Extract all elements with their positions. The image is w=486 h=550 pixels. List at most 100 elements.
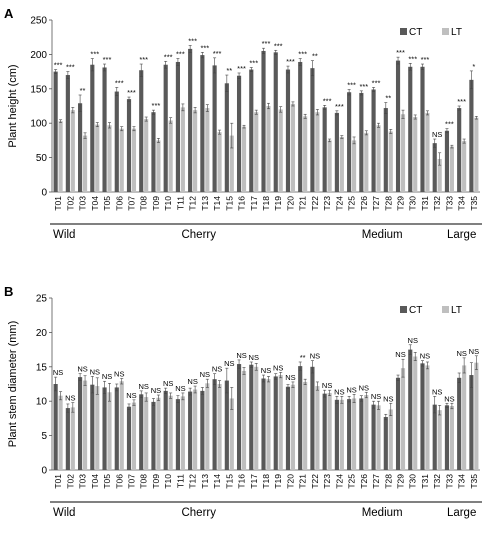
bar-ct (359, 398, 364, 470)
bar-lt (339, 399, 344, 470)
x-tick-label: T30 (408, 474, 418, 489)
x-tick-label: T11 (175, 474, 185, 488)
bar-ct (261, 378, 266, 470)
significance-label: *** (139, 55, 148, 64)
bar-lt (131, 402, 137, 470)
x-tick-label: T13 (200, 196, 210, 211)
significance-label: NS (102, 372, 112, 381)
significance-label: *** (115, 78, 124, 87)
panel-letter: A (4, 6, 14, 21)
bar-lt (352, 398, 357, 470)
y-tick-label: 25 (36, 294, 48, 305)
significance-label: *** (457, 97, 466, 106)
x-tick-label: T32 (432, 196, 442, 211)
bar-lt (413, 356, 418, 470)
bar-lt (156, 140, 161, 192)
bar-lt (180, 107, 185, 192)
significance-label: NS (249, 353, 259, 362)
significance-label: NS (139, 382, 149, 391)
x-tick-label: T28 (383, 196, 393, 211)
significance-label: *** (262, 39, 271, 48)
significance-label: *** (421, 55, 430, 64)
x-tick-label: T14 (212, 196, 222, 211)
x-tick-label: T16 (237, 474, 247, 489)
significance-label: NS (432, 387, 442, 396)
bar-ct (151, 112, 156, 192)
group-label: Cherry (181, 229, 216, 241)
bar-ct (200, 55, 205, 193)
bar-lt (156, 397, 161, 470)
bar-lt (388, 131, 393, 192)
significance-label: ** (226, 66, 232, 75)
bar-lt (107, 392, 112, 470)
x-tick-label: T13 (200, 474, 210, 489)
significance-label: *** (54, 61, 63, 70)
y-tick-label: 50 (36, 153, 48, 164)
x-tick-label: T24 (334, 196, 344, 211)
significance-label: NS (456, 349, 466, 358)
bar-lt (315, 112, 320, 192)
bar-lt (449, 406, 454, 470)
y-tick-label: 250 (30, 16, 47, 27)
x-tick-label: T26 (359, 196, 369, 211)
bar-ct (139, 70, 144, 192)
significance-label: NS (114, 369, 124, 378)
x-tick-label: T02 (65, 196, 75, 211)
significance-label: ** (385, 94, 391, 103)
significance-label: NS (65, 394, 75, 403)
bar-lt (376, 125, 381, 192)
bar-ct (285, 386, 291, 470)
bar-lt (180, 396, 185, 470)
x-tick-label: T05 (102, 196, 112, 211)
bar-ct (261, 50, 266, 193)
x-tick-label: T08 (139, 474, 149, 489)
bar-lt (315, 386, 320, 470)
x-tick-label: T19 (273, 474, 283, 489)
significance-label: NS (187, 377, 197, 386)
bar-ct (249, 69, 254, 192)
bar-lt (376, 405, 381, 470)
x-tick-label: T18 (261, 196, 271, 211)
significance-label: NS (383, 394, 393, 403)
bar-ct (408, 66, 413, 192)
legend-label-lt: LT (451, 27, 462, 38)
bar-ct (420, 66, 425, 192)
bar-ct (249, 364, 254, 470)
bar-ct (78, 103, 83, 192)
bar-lt (70, 110, 75, 192)
significance-label: ** (312, 52, 318, 61)
bar-ct (383, 108, 388, 192)
group-label: Medium (362, 229, 403, 241)
bar-ct (432, 404, 437, 470)
bar-ct (469, 79, 474, 192)
x-tick-label: T22 (310, 196, 320, 211)
legend-label-lt: LT (451, 305, 462, 316)
significance-label: NS (395, 350, 405, 359)
significance-label: NS (175, 384, 185, 393)
bar-ct (408, 349, 413, 470)
x-tick-label: T29 (396, 196, 406, 211)
x-tick-label: T15 (224, 196, 234, 211)
bar-lt (168, 120, 173, 192)
y-tick-label: 100 (30, 119, 47, 130)
bar-ct (371, 89, 376, 192)
bar-ct (65, 75, 70, 192)
significance-label: NS (163, 379, 173, 388)
bar-lt (107, 125, 112, 192)
significance-label: *** (176, 50, 185, 59)
significance-label: *** (188, 36, 197, 45)
bar-lt (278, 109, 283, 192)
significance-label: NS (371, 392, 381, 401)
x-tick-label: T35 (469, 196, 479, 211)
significance-label: NS (432, 130, 442, 139)
y-axis-title: Plant height (cm) (7, 64, 19, 147)
bar-ct (212, 65, 217, 192)
x-tick-label: T16 (237, 196, 247, 211)
x-tick-label: T23 (322, 196, 332, 211)
bar-ct (102, 387, 107, 470)
significance-label: *** (323, 96, 332, 105)
bar-ct (457, 108, 462, 192)
significance-label: NS (310, 352, 320, 361)
x-tick-label: T17 (249, 196, 259, 211)
significance-label: *** (274, 41, 283, 50)
